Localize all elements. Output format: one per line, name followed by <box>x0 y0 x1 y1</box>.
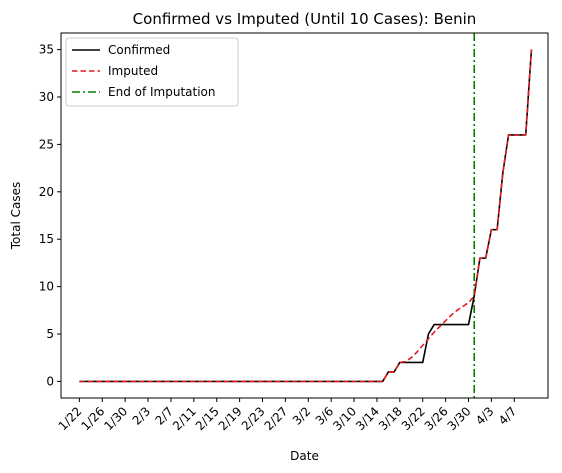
legend-box <box>65 37 239 107</box>
plot-area <box>79 33 533 398</box>
y-tick-label: 15 <box>39 232 54 246</box>
x-tick-label: 2/15 <box>193 404 222 433</box>
y-tick-label: 20 <box>39 185 54 199</box>
x-tick-label: 2/27 <box>262 404 291 433</box>
y-axis-label: Total Cases <box>9 182 23 250</box>
legend-label: End of Imputation <box>108 85 216 99</box>
plot-frame <box>60 32 549 399</box>
x-tick-label: 1/30 <box>101 404 130 433</box>
y-tick-label: 5 <box>46 327 54 341</box>
y-tick-label: 35 <box>39 43 54 57</box>
x-tick-label: 1/26 <box>78 404 107 433</box>
legend: Confirmed Imputed End of Imputation <box>65 37 239 107</box>
y-axis: 0 5 10 15 20 25 30 35 <box>39 43 61 388</box>
x-tick-label: 3/10 <box>330 404 359 433</box>
x-tick-label: 4/7 <box>496 404 520 428</box>
x-tick-label: 2/3 <box>130 404 154 428</box>
x-tick-label: 2/11 <box>170 404 199 433</box>
x-axis: 1/221/261/30 2/3 2/72/112/152/192/232/27 3/… <box>56 398 520 433</box>
x-tick-label: 1/22 <box>56 404 85 433</box>
chart-title: Confirmed vs Imputed (Until 10 Cases): B… <box>133 10 477 28</box>
x-axis-label: Date <box>290 449 319 463</box>
y-tick-label: 10 <box>39 280 54 294</box>
x-tick-label: 3/26 <box>422 404 451 433</box>
y-tick-label: 25 <box>39 137 54 151</box>
y-tick-label: 0 <box>46 374 54 388</box>
series-line-imputed <box>79 49 533 383</box>
x-tick-label: 3/18 <box>376 404 405 433</box>
legend-label: Imputed <box>108 64 158 78</box>
x-tick-label: 3/30 <box>445 404 474 433</box>
x-tick-label: 2/23 <box>239 404 268 433</box>
legend-label: Confirmed <box>108 43 170 57</box>
y-tick-label: 30 <box>39 90 54 104</box>
x-tick-label: 3/14 <box>353 404 382 433</box>
x-tick-label: 3/2 <box>290 404 314 428</box>
x-tick-label: 3/22 <box>399 404 428 433</box>
x-tick-label: 2/19 <box>216 404 245 433</box>
x-tick-label: 4/3 <box>473 404 497 428</box>
